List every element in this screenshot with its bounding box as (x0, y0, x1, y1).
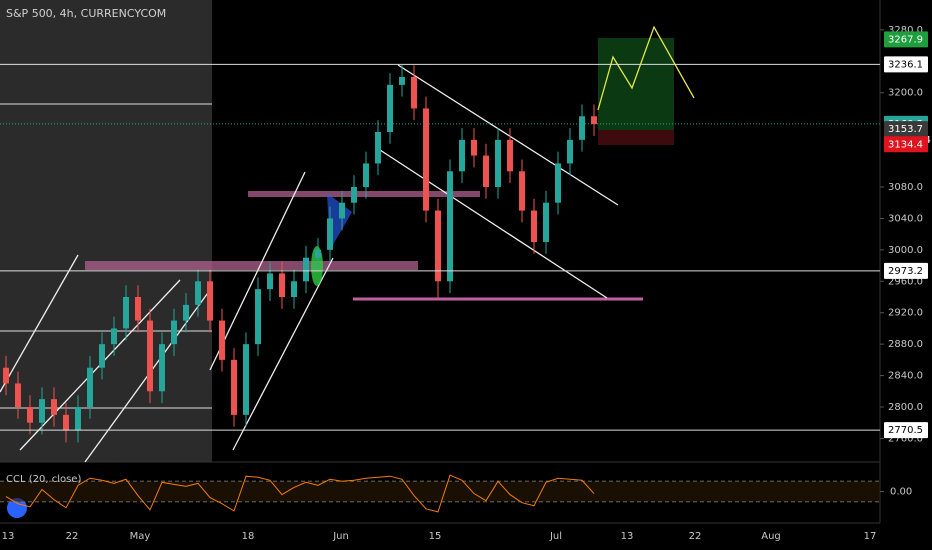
candle-body (555, 163, 561, 203)
candle-body (243, 344, 249, 415)
x-tick-label: 13 (2, 531, 15, 542)
candle-body (135, 297, 141, 321)
price-label: 2973.2 (888, 266, 923, 277)
candle-body (279, 273, 285, 297)
shaded-region (0, 0, 212, 462)
candle-body (327, 218, 333, 250)
candle-body (423, 108, 429, 211)
triangle-pattern (327, 193, 352, 250)
candle-body (27, 407, 33, 423)
candle-body (111, 328, 117, 345)
candle-body (39, 399, 45, 423)
candle-body (543, 202, 549, 242)
price-label-bg (884, 422, 928, 439)
candle-body (411, 77, 417, 109)
y-tick-label: 2960.0 (888, 276, 923, 287)
y-tick-label: 3040.0 (888, 213, 923, 224)
candle-body (219, 320, 225, 360)
x-tick-label: Jul (549, 531, 562, 542)
price-label-bg (884, 121, 928, 138)
x-tick-label: Jun (332, 531, 349, 542)
indicator-band-fill (0, 481, 880, 502)
candle-body (495, 139, 501, 187)
y-tick-label: 3280.0 (888, 25, 923, 36)
price-label-bg (884, 262, 928, 279)
target-zone (598, 38, 674, 130)
x-tick-label: Aug (761, 531, 781, 542)
candle-body (231, 359, 237, 415)
price-label-bg (884, 56, 928, 73)
candle-body (519, 171, 525, 211)
candle-body (387, 84, 393, 132)
candle-body (183, 304, 189, 321)
candle-body (171, 320, 177, 345)
candle-body (255, 289, 261, 345)
projection-path (597, 25, 695, 111)
price-label: 3267.9 (888, 34, 923, 45)
x-tick-label: 18 (242, 531, 255, 542)
x-tick-label: 17 (864, 531, 877, 542)
candle-body (207, 281, 213, 321)
price-label: 3153.7 (888, 124, 923, 135)
candle-body (483, 155, 489, 187)
candle-body (375, 132, 381, 164)
y-tick-label: 2800.0 (888, 402, 923, 413)
y-tick-label: 2880.0 (888, 339, 923, 350)
y-tick-label: 2760.0 (888, 433, 923, 444)
candle-body (531, 210, 537, 242)
logo (7, 498, 27, 518)
candle-body (195, 281, 201, 305)
candle-body (399, 77, 405, 85)
chart-title: S&P 500, 4h, CURRENCYCOM (6, 7, 166, 20)
candle-body (123, 297, 129, 329)
stop-zone (598, 130, 674, 145)
candle-body (3, 367, 9, 384)
indicator-tick-label: 0.00 (890, 487, 912, 498)
y-tick-label: 3000.0 (888, 245, 923, 256)
candle-body (303, 257, 309, 282)
candle-body (291, 281, 297, 297)
y-tick-label: 2920.0 (888, 308, 923, 319)
candle-body (591, 116, 597, 125)
candle-body (471, 139, 477, 156)
candle-body (435, 210, 441, 282)
y-tick-label: 3080.0 (888, 182, 923, 193)
y-tick-label: 3200.0 (888, 88, 923, 99)
candle-body (459, 139, 465, 172)
candle-body (147, 320, 153, 392)
candle-body (447, 171, 453, 282)
indicator-line (5, 474, 595, 513)
price-label-bg (884, 136, 928, 153)
candle-body (339, 202, 345, 219)
x-tick-label: 22 (66, 531, 79, 542)
support-zone (85, 261, 418, 270)
resistance-zone (248, 191, 480, 197)
x-tick-label: 22 (689, 531, 702, 542)
candle-body (351, 187, 357, 203)
candle-body (75, 407, 81, 431)
y-tick-label: 2840.0 (888, 371, 923, 382)
price-label-bg (884, 31, 928, 48)
price-label: 2770.5 (888, 425, 923, 436)
candle-body (567, 139, 573, 164)
candle-body (51, 399, 57, 415)
candle-body (159, 344, 165, 392)
candle-body (363, 163, 369, 187)
price-label: 3134.4 (888, 139, 923, 150)
x-tick-label: May (130, 531, 151, 542)
x-tick-label: 15 (429, 531, 442, 542)
candle-body (267, 273, 273, 290)
candle-body (315, 249, 321, 258)
candle-body (63, 414, 69, 431)
indicator-label: CCL (20, close) (6, 474, 81, 485)
candle-body (579, 116, 585, 140)
candle-body (87, 367, 93, 407)
x-tick-label: 13 (621, 531, 634, 542)
candle-body (15, 383, 21, 407)
price-label: 3236.1 (888, 59, 923, 70)
candle-body (507, 139, 513, 172)
candle-body (99, 344, 105, 368)
